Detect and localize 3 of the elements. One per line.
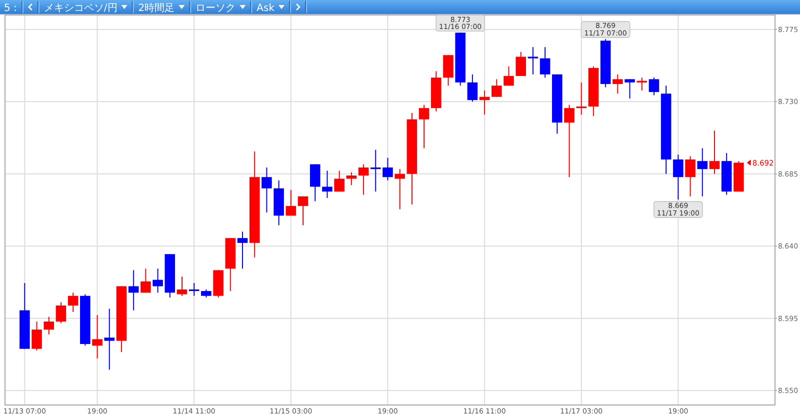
chart-subtitle: 2時間足 xyxy=(138,2,175,14)
chart-title: メキシコペソ/円 xyxy=(44,3,118,14)
toolbar: 5 : メキシコペソ/円 2時間足 ローソク Ask xyxy=(0,0,800,14)
